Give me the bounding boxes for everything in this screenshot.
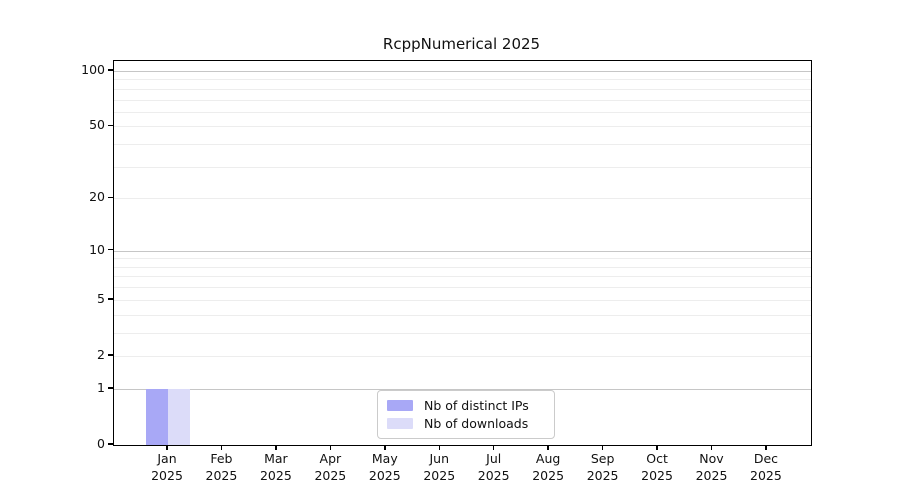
x-tick-month: Jan bbox=[157, 451, 177, 466]
gridline-minor-9 bbox=[114, 258, 811, 260]
y-tick-label-10: 10 bbox=[89, 241, 105, 257]
gridline-minor-3 bbox=[114, 332, 811, 334]
y-tick-label-5: 5 bbox=[97, 290, 105, 306]
legend-swatch-distinct-ips bbox=[387, 399, 413, 411]
y-tick-50 bbox=[108, 124, 113, 127]
chart-title: RcppNumerical 2025 bbox=[382, 35, 541, 53]
x-tick-Nov bbox=[710, 445, 713, 450]
x-tick-month: Feb bbox=[210, 451, 233, 466]
gridline-major-1 bbox=[114, 388, 811, 390]
x-tick-year: 2025 bbox=[532, 467, 565, 483]
x-tick-year: 2025 bbox=[259, 467, 292, 483]
x-tick-Mar bbox=[275, 445, 277, 450]
x-tick-month: Oct bbox=[646, 451, 668, 466]
x-tick-label-Feb: Feb 2025 bbox=[185, 451, 257, 484]
y-tick-label-100: 100 bbox=[81, 62, 105, 77]
x-tick-year: 2025 bbox=[151, 467, 183, 483]
x-tick-Sep bbox=[601, 445, 604, 450]
x-tick-label-Jul: Jul 2025 bbox=[458, 451, 530, 484]
y-tick-0 bbox=[108, 443, 113, 445]
y-tick-label-2: 2 bbox=[97, 346, 105, 362]
gridline-minor-30 bbox=[114, 166, 811, 168]
gridline-minor-80 bbox=[114, 88, 811, 90]
x-tick-label-Oct: Oct 2025 bbox=[621, 451, 693, 484]
legend-item-downloads: Nb of downloads bbox=[387, 416, 545, 431]
y-tick-label-0: 0 bbox=[97, 436, 105, 451]
x-tick-year: 2025 bbox=[368, 467, 401, 483]
gridline-minor-4 bbox=[114, 314, 811, 316]
x-tick-label-May: May 2025 bbox=[349, 451, 421, 484]
plot-area bbox=[113, 60, 812, 446]
x-tick-year: 2025 bbox=[314, 467, 347, 483]
gridline-minor-20 bbox=[114, 198, 811, 200]
gridline-minor-60 bbox=[114, 111, 811, 113]
y-tick-2 bbox=[108, 354, 113, 356]
x-tick-year: 2025 bbox=[750, 467, 782, 483]
gridline-minor-90 bbox=[114, 79, 811, 81]
bar-distinct-ips-Jan bbox=[146, 388, 168, 445]
x-tick-label-Mar: Mar 2025 bbox=[240, 451, 312, 484]
x-tick-year: 2025 bbox=[205, 467, 238, 483]
gridline-minor-70 bbox=[114, 99, 811, 101]
gridline-minor-8 bbox=[114, 266, 811, 268]
x-tick-month: Sep bbox=[590, 451, 615, 466]
x-tick-label-Jun: Jun 2025 bbox=[403, 451, 475, 484]
x-tick-Oct bbox=[656, 445, 658, 450]
x-tick-Jan bbox=[166, 445, 168, 450]
x-tick-month: Apr bbox=[319, 451, 342, 466]
x-tick-May bbox=[384, 445, 386, 450]
y-tick-10 bbox=[108, 248, 113, 251]
legend: Nb of distinct IPs Nb of downloads bbox=[377, 390, 555, 439]
legend-swatch-downloads bbox=[387, 418, 413, 430]
gridline-major-10 bbox=[114, 250, 811, 252]
x-tick-label-Aug: Aug 2025 bbox=[512, 451, 584, 484]
x-tick-Dec bbox=[765, 445, 767, 450]
bar-downloads-Jan bbox=[168, 388, 190, 445]
x-tick-label-Dec: Dec 2025 bbox=[730, 451, 802, 484]
x-tick-Jun bbox=[438, 445, 440, 450]
legend-item-distinct-ips: Nb of distinct IPs bbox=[387, 398, 545, 413]
x-tick-month: Aug bbox=[535, 451, 561, 466]
gridline-minor-7 bbox=[114, 276, 811, 278]
x-tick-month: Dec bbox=[753, 451, 779, 466]
x-tick-Jul bbox=[492, 445, 495, 450]
y-tick-label-20: 20 bbox=[89, 189, 105, 205]
gridline-minor-40 bbox=[114, 144, 811, 146]
x-tick-label-Nov: Nov 2025 bbox=[676, 451, 748, 484]
legend-label-downloads: Nb of downloads bbox=[424, 416, 529, 432]
y-tick-20 bbox=[108, 196, 113, 199]
x-tick-month: Nov bbox=[699, 451, 724, 466]
legend-label-distinct-ips: Nb of distinct IPs bbox=[424, 397, 529, 413]
x-tick-year: 2025 bbox=[477, 467, 510, 483]
y-tick-5 bbox=[108, 298, 113, 300]
y-tick-label-1: 1 bbox=[97, 379, 105, 395]
y-tick-1 bbox=[108, 387, 113, 389]
x-tick-month: Mar bbox=[264, 451, 288, 466]
x-tick-year: 2025 bbox=[423, 467, 456, 483]
x-tick-month: Jul bbox=[486, 451, 502, 466]
gridline-minor-2 bbox=[114, 355, 811, 357]
x-tick-Apr bbox=[329, 445, 332, 450]
x-tick-label-Sep: Sep 2025 bbox=[567, 451, 639, 484]
x-tick-Feb bbox=[220, 445, 223, 450]
gridline-minor-50 bbox=[114, 126, 811, 128]
x-tick-label-Jan: Jan 2025 bbox=[131, 451, 203, 484]
gridline-minor-5 bbox=[114, 299, 811, 301]
gridline-minor-6 bbox=[114, 287, 811, 289]
x-tick-year: 2025 bbox=[695, 467, 728, 483]
y-tick-100 bbox=[108, 69, 113, 71]
x-tick-year: 2025 bbox=[586, 467, 619, 483]
x-tick-Aug bbox=[547, 445, 549, 450]
x-tick-label-Apr: Apr 2025 bbox=[294, 451, 366, 484]
x-tick-year: 2025 bbox=[641, 467, 673, 483]
gridline-major-100 bbox=[114, 71, 811, 72]
x-tick-month: Jun bbox=[429, 451, 450, 466]
y-tick-label-50: 50 bbox=[89, 117, 105, 133]
x-tick-month: May bbox=[371, 451, 398, 466]
